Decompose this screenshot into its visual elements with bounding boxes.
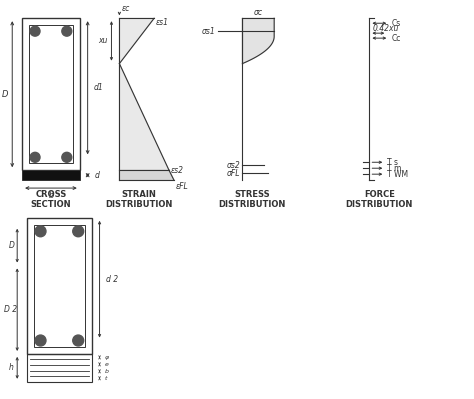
Bar [34,225,85,347]
Polygon shape [242,18,274,63]
Bar [27,218,91,354]
Text: Cs: Cs [391,19,401,28]
Text: D 2: D 2 [4,305,17,314]
Text: STRAIN
DISTRIBUTION: STRAIN DISTRIBUTION [106,190,173,209]
Circle shape [62,152,72,162]
Bar [22,18,80,170]
Circle shape [30,26,40,36]
Text: φ: φ [104,355,109,360]
Text: b: b [48,191,54,200]
Text: d1: d1 [93,83,103,92]
Text: εFL: εFL [176,182,189,191]
Text: h: h [9,363,14,372]
Text: STRESS
DISTRIBUTION: STRESS DISTRIBUTION [219,190,286,209]
Circle shape [35,226,46,237]
Text: d 2: d 2 [106,275,118,284]
Polygon shape [119,18,154,63]
Text: εs2: εs2 [171,166,184,175]
Text: b: b [104,369,109,374]
Text: Cc: Cc [391,34,401,43]
Text: 0.42xu: 0.42xu [373,24,399,33]
Circle shape [30,152,40,162]
Text: T s: T s [387,158,398,167]
Text: T m: T m [387,164,401,173]
Circle shape [62,26,72,36]
Polygon shape [119,63,169,170]
Bar [29,25,73,163]
Text: FORCE
DISTRIBUTION: FORCE DISTRIBUTION [346,190,413,209]
Text: σc: σc [254,8,263,17]
Circle shape [35,335,46,346]
Text: xu: xu [98,36,108,45]
Text: D: D [2,90,9,99]
Text: T WM: T WM [387,170,409,179]
Circle shape [73,226,84,237]
Text: σs1: σs1 [202,27,216,36]
Text: D: D [9,241,14,250]
Circle shape [73,335,84,346]
Text: εc: εc [121,4,130,13]
Text: σs2: σs2 [227,161,240,170]
Polygon shape [119,170,174,180]
Bar [22,170,80,180]
Text: t: t [104,376,107,381]
Text: d: d [95,171,100,180]
Text: CROSS
SECTION: CROSS SECTION [31,190,71,209]
Bar [27,354,91,382]
Text: e: e [104,362,109,367]
Text: εs1: εs1 [156,18,169,27]
Text: σFL: σFL [227,169,240,178]
